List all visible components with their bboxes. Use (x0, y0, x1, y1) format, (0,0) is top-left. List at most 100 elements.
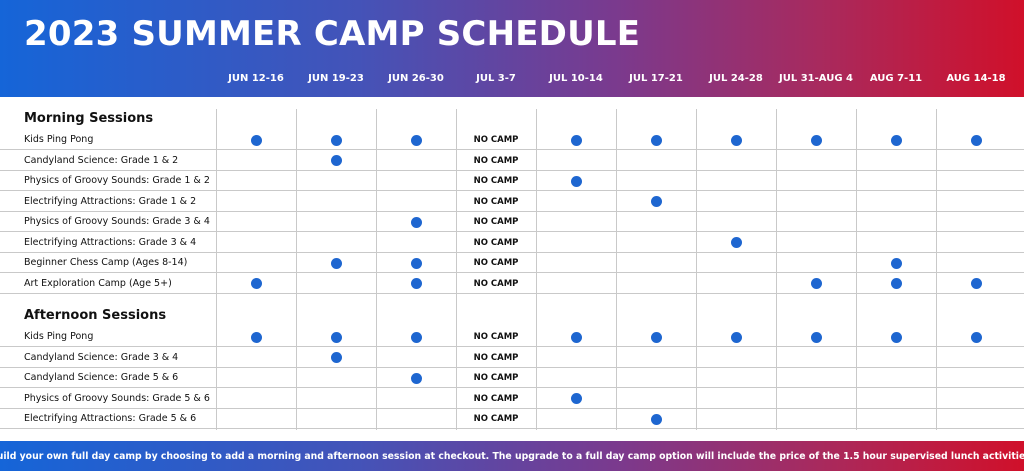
schedule-cell (296, 389, 376, 409)
schedule-cell (296, 233, 376, 253)
table-row: Kids Ping Pong NO CAMP (0, 130, 1024, 150)
schedule-cell (296, 253, 376, 273)
schedule-cell (936, 130, 1016, 150)
no-camp-label: NO CAMP (473, 278, 519, 289)
footer-banner: Build your own full day camp by choosing… (0, 441, 1024, 471)
no-camp-label: NO CAMP (473, 155, 519, 166)
session-available-dot-icon (730, 237, 742, 248)
table-row: Physics of Groovy Sounds: Grade 3 & 4 NO … (0, 212, 1024, 232)
schedule-cell (856, 212, 936, 232)
schedule-cell (376, 368, 456, 388)
schedule-cell (536, 212, 616, 232)
session-available-dot-icon (330, 155, 342, 166)
week-header: JUL 31-AUG 4 (779, 73, 853, 84)
session-available-dot-icon (810, 134, 822, 146)
schedule-cell: NO CAMP (456, 368, 536, 388)
table-row: Candyland Science: Grade 5 & 6 NO CAMP (0, 368, 1024, 388)
schedule-cell (616, 274, 696, 294)
schedule-cell (216, 212, 296, 232)
schedule-cell (616, 171, 696, 191)
schedule-cell (776, 327, 856, 347)
column-divider (216, 109, 217, 430)
schedule-cell: NO CAMP (456, 233, 536, 253)
schedule-cell: NO CAMP (456, 192, 536, 212)
table-row: Electrifying Attractions: Grade 1 & 2 NO … (0, 192, 1024, 212)
session-available-dot-icon (970, 278, 982, 289)
no-camp-label: NO CAMP (473, 352, 519, 363)
session-label: Physics of Groovy Sounds: Grade 1 & 2 (24, 175, 210, 186)
schedule-cell (776, 212, 856, 232)
week-header: JUN 12-16 (228, 73, 284, 84)
no-camp-label: NO CAMP (473, 393, 519, 404)
schedule-cell (856, 409, 936, 429)
session-label: Kids Ping Pong (24, 331, 94, 342)
schedule-cell (696, 274, 776, 294)
schedule-cell (616, 151, 696, 171)
schedule-cell (696, 212, 776, 232)
schedule-cell (856, 130, 936, 150)
session-available-dot-icon (970, 134, 982, 146)
schedule-cell (296, 348, 376, 368)
session-available-dot-icon (410, 257, 422, 269)
session-label: Physics of Groovy Sounds: Grade 5 & 6 (24, 392, 210, 404)
section-title: Morning Sessions (24, 111, 154, 126)
schedule-cell (376, 348, 456, 368)
week-header: JUL 24-28 (709, 73, 763, 84)
session-label: Physics of Groovy Sounds: Grade 3 & 4 (24, 216, 210, 227)
schedule-cell (936, 253, 1016, 273)
schedule-cell (696, 171, 776, 191)
schedule-cell (936, 409, 1016, 429)
page-title: 2023 SUMMER CAMP SCHEDULE (24, 14, 641, 54)
session-available-dot-icon (730, 331, 742, 343)
schedule-cell (696, 253, 776, 273)
no-camp-label: NO CAMP (473, 258, 519, 268)
session-available-dot-icon (650, 134, 662, 146)
session-available-dot-icon (650, 196, 662, 207)
session-available-dot-icon (410, 216, 422, 228)
schedule-cell (216, 274, 296, 294)
schedule-cell (776, 192, 856, 212)
header-banner: 2023 SUMMER CAMP SCHEDULE JUN 12-16 JUN 1… (0, 0, 1024, 97)
session-available-dot-icon (410, 331, 422, 343)
schedule-cell (536, 348, 616, 368)
no-camp-label: NO CAMP (473, 176, 519, 186)
schedule-cell (536, 171, 616, 191)
schedule-cell (296, 274, 376, 294)
schedule-cell (936, 212, 1016, 232)
table-row: Physics of Groovy Sounds: Grade 1 & 2 NO … (0, 171, 1024, 191)
schedule-cell (536, 151, 616, 171)
section-title: Afternoon Sessions (24, 308, 167, 323)
schedule-cell (696, 409, 776, 429)
schedule-cell (216, 389, 296, 409)
session-available-dot-icon (330, 134, 342, 146)
session-available-dot-icon (410, 134, 422, 146)
schedule-cell (696, 348, 776, 368)
session-label: Candyland Science: Grade 1 & 2 (24, 154, 179, 166)
schedule-cell (296, 368, 376, 388)
schedule-cell (216, 151, 296, 171)
schedule-cell (696, 327, 776, 347)
schedule-cell (536, 327, 616, 347)
schedule-cell (856, 171, 936, 191)
schedule-cell (376, 327, 456, 347)
column-divider (376, 109, 377, 430)
session-available-dot-icon (410, 372, 422, 384)
no-camp-label: NO CAMP (473, 135, 519, 145)
schedule-cell: NO CAMP (456, 409, 536, 429)
column-divider (856, 109, 857, 430)
table-row: Beginner Chess Camp (Ages 8-14) NO CAMP (0, 253, 1024, 273)
schedule-cell (616, 348, 696, 368)
session-available-dot-icon (730, 134, 742, 146)
schedule-cell (776, 171, 856, 191)
schedule-cell (696, 192, 776, 212)
schedule-cell (376, 130, 456, 150)
no-camp-label: NO CAMP (473, 332, 519, 342)
schedule-cell (296, 130, 376, 150)
no-camp-label: NO CAMP (473, 414, 519, 424)
schedule-cell (216, 253, 296, 273)
schedule-cell (296, 212, 376, 232)
schedule-cell: NO CAMP (456, 130, 536, 150)
week-header: JUL 17-21 (629, 73, 683, 84)
schedule-cell (216, 368, 296, 388)
schedule-cell (216, 171, 296, 191)
